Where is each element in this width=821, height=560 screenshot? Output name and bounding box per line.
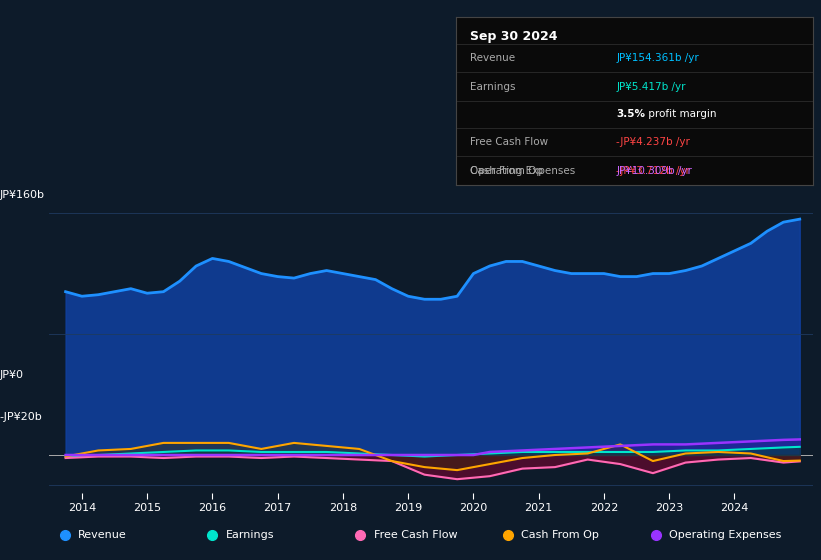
Text: -JP¥4.237b /yr: -JP¥4.237b /yr	[617, 137, 690, 147]
Text: Sep 30 2024: Sep 30 2024	[470, 30, 557, 43]
Text: JP¥160b: JP¥160b	[0, 190, 44, 200]
Text: Free Cash Flow: Free Cash Flow	[374, 530, 457, 540]
Text: Revenue: Revenue	[470, 53, 515, 63]
Text: Revenue: Revenue	[78, 530, 126, 540]
Text: JP¥5.417b /yr: JP¥5.417b /yr	[617, 82, 686, 91]
Text: Cash From Op: Cash From Op	[470, 166, 543, 175]
Text: JP¥0: JP¥0	[0, 370, 24, 380]
Text: profit margin: profit margin	[645, 109, 717, 119]
Text: Earnings: Earnings	[470, 82, 516, 91]
Text: Free Cash Flow: Free Cash Flow	[470, 137, 548, 147]
Text: JP¥10.309b /yr: JP¥10.309b /yr	[617, 166, 692, 175]
Text: JP¥154.361b /yr: JP¥154.361b /yr	[617, 53, 699, 63]
Text: 3.5%: 3.5%	[617, 109, 645, 119]
Text: Operating Expenses: Operating Expenses	[669, 530, 782, 540]
Text: Earnings: Earnings	[226, 530, 274, 540]
Text: -JP¥3.712b /yr: -JP¥3.712b /yr	[617, 166, 690, 175]
Text: -JP¥20b: -JP¥20b	[0, 412, 43, 422]
Text: Cash From Op: Cash From Op	[521, 530, 599, 540]
Text: Operating Expenses: Operating Expenses	[470, 166, 576, 175]
